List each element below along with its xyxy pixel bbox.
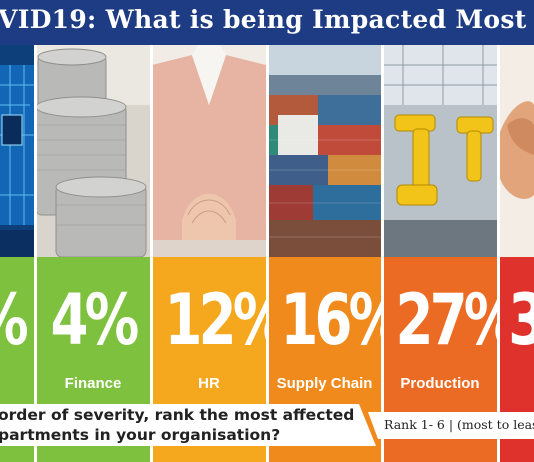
band-supply-chain: 16% Supply Chain [268,257,381,462]
question-line-1: order of severity, rank the most affecte… [0,406,355,424]
circuit-board-photo [0,45,36,257]
coins-photo [36,45,150,257]
percent-value: 4% [50,279,140,361]
page-title: VID19: What is being Impacted Most [0,5,527,34]
column-divider [381,45,384,462]
column-hr: 12% HR [152,45,266,462]
percent-value: 3 [504,285,534,355]
column-finance: 4% Finance [36,45,150,462]
department-label: HR [198,375,220,392]
title-banner: VID19: What is being Impacted Most [0,0,534,45]
column-1: % [0,45,36,462]
column-supply-chain: 16% Supply Chain [268,45,381,462]
column-divider [266,45,269,462]
percent-value: 12% [164,279,266,361]
question-box: order of severity, rank the most affecte… [0,404,376,446]
department-label: Finance [64,375,122,392]
column-6: 3 [499,45,534,462]
rank-box: Rank 1- 6 | (most to least [368,412,534,439]
column-divider [150,45,153,462]
handshake-photo [499,45,534,257]
department-label: Supply Chain [276,375,373,392]
column-production: 27% Production [383,45,497,462]
rank-instruction: Rank 1- 6 | (most to least [384,417,534,432]
question-line-2: partments in your organisation? [0,426,281,444]
department-label: Production [400,375,480,392]
column-divider [34,45,37,462]
robot-arms-photo [383,45,497,257]
hr-person-photo [152,45,266,257]
percent-value: 16% [280,279,381,361]
percent-value: 27% [395,279,497,361]
percent-value: % [0,285,29,355]
shipping-containers-photo [268,45,381,257]
column-divider [497,45,500,462]
